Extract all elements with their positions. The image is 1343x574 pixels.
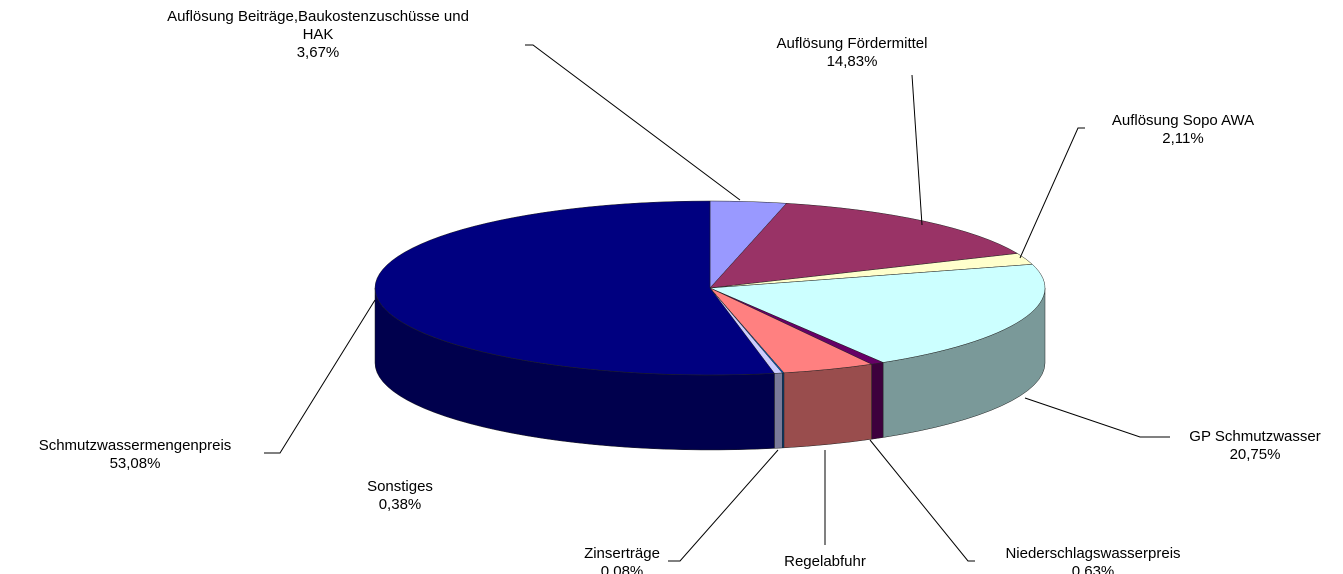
- leader-line: [1019, 127, 1085, 259]
- slice: [709, 203, 1019, 289]
- category-label: Auflösung Beiträge,Baukostenzuschüsse un…: [167, 8, 469, 43]
- category-label: Niederschlagswasserpreis: [1005, 545, 1181, 562]
- leader-line: [264, 299, 376, 454]
- category-label: Schmutzwassermengenpreis: [38, 437, 232, 454]
- data-label: GP Schmutzwasser 20,75%: [1165, 428, 1343, 464]
- category-label: Regelabfuhr: [784, 553, 866, 570]
- slice: [374, 200, 775, 376]
- slice-side: [871, 362, 884, 440]
- category-label: Zinserträge: [584, 545, 660, 562]
- slice: [709, 264, 1046, 363]
- leader-line: [668, 449, 779, 562]
- value-label: 2,11%: [1162, 130, 1204, 147]
- category-label: Auflösung Fördermittel: [776, 35, 928, 52]
- data-label: Zinserträge 0,08%: [562, 545, 682, 574]
- data-label: Auflösung Fördermittel 14,83%: [742, 35, 962, 71]
- leader-line: [525, 44, 741, 201]
- leader-line: [911, 74, 923, 226]
- data-label: Niederschlagswasserpreis 0,63%: [973, 545, 1213, 574]
- value-label: 3,67%: [296, 44, 340, 61]
- data-label: Auflösung Sopo AWA 2,11%: [1073, 112, 1293, 148]
- data-label: Sonstiges 0,38%: [340, 478, 460, 514]
- slice-side: [783, 363, 872, 449]
- value-label: 0,63%: [1071, 563, 1115, 574]
- value-label: 0,08%: [600, 563, 644, 574]
- value-label: 4,47%: [765, 571, 885, 574]
- value-label: 20,75%: [1229, 446, 1281, 463]
- slice-side: [774, 372, 783, 449]
- category-label: Sonstiges: [367, 478, 433, 495]
- leader-line: [869, 439, 975, 562]
- data-label: Auflösung Beiträge,Baukostenzuschüsse un…: [158, 8, 478, 62]
- category-label: Auflösung Sopo AWA: [1111, 112, 1255, 129]
- value-label: 53,08%: [109, 455, 161, 472]
- leader-line: [1024, 397, 1170, 438]
- value-label: 14,83%: [826, 53, 878, 70]
- data-label: Regelabfuhr4,47%: [765, 553, 885, 574]
- data-label: Schmutzwassermengenpreis 53,08%: [5, 437, 265, 473]
- category-label: GP Schmutzwasser: [1189, 428, 1321, 445]
- value-label: 0,38%: [378, 496, 422, 513]
